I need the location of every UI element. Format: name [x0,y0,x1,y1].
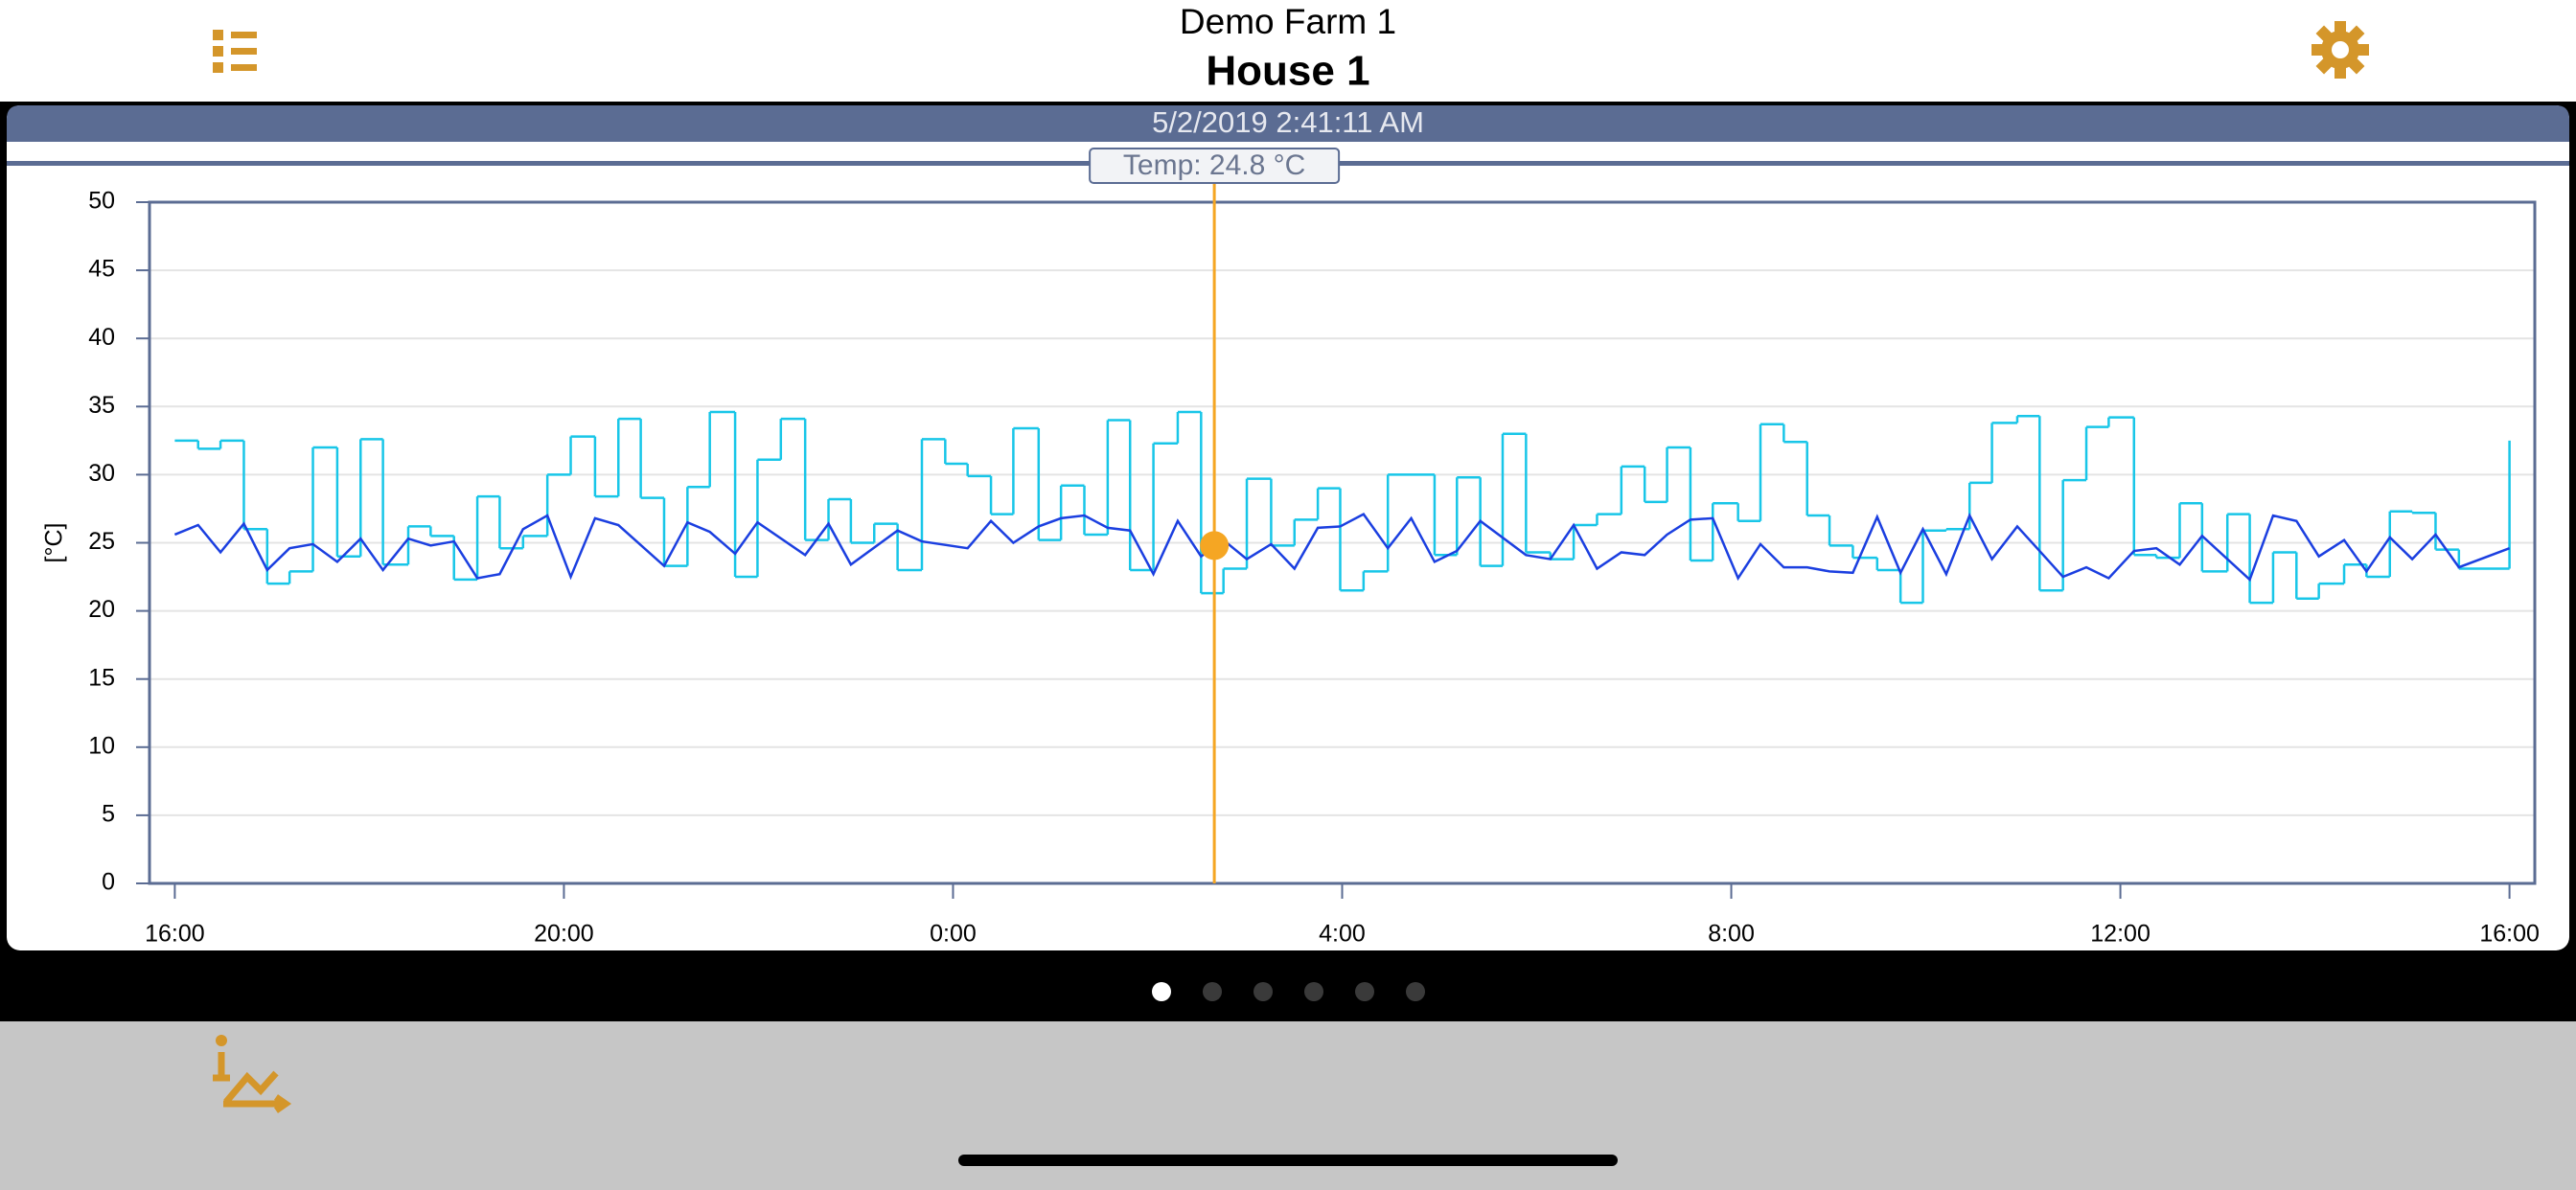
chart-panel [7,105,2569,950]
tooltip-box [1089,148,1341,184]
tooltip-text: Temp: 24.8 °C [1123,149,1305,181]
y-tick-label: 25 [88,528,115,555]
series-line [173,513,2511,583]
menu-icon[interactable] [213,30,257,73]
header-subtitle: Demo Farm 1 [1180,2,1396,41]
y-tick-label: 15 [88,664,115,691]
x-tick-label: 0:00 [930,921,977,948]
y-tick-label: 5 [102,801,115,828]
x-tick-label: 20:00 [534,921,594,948]
y-axis-label: [°C] [41,523,68,563]
y-tick-label: 20 [88,596,115,623]
y-tick-label: 30 [88,460,115,487]
x-tick-label: 16:00 [145,921,205,948]
settings-icon[interactable] [2312,21,2369,79]
date-banner [7,105,2569,142]
x-tick-label: 12:00 [2090,921,2150,948]
y-tick-label: 40 [88,324,115,351]
y-tick-label: 10 [88,732,115,759]
x-tick-label: 4:00 [1319,921,1366,948]
y-tick-label: 0 [102,869,115,896]
plot: 0 5 10 15 20 25 30 35 40 45 50 16:00 20:00 0:00 4:00 8:… [41,166,2540,948]
header-title: House 1 [1206,48,1369,95]
info-chart-icon[interactable] [213,1035,292,1113]
header-bar [0,0,2576,102]
y-tick-label: 35 [88,392,115,419]
cursor-marker [1200,531,1230,561]
cursor-time: 5/2/2019 2:41:11 AM [1152,105,1424,139]
plot-frame [148,200,2537,885]
x-tick-label: 8:00 [1708,921,1755,948]
page-indicator[interactable] [1152,982,1425,1001]
y-tick-label: 45 [88,256,115,283]
home-indicator [958,1155,1618,1166]
x-tick-label: 16:00 [2479,921,2540,948]
y-tick-label: 50 [88,188,115,215]
